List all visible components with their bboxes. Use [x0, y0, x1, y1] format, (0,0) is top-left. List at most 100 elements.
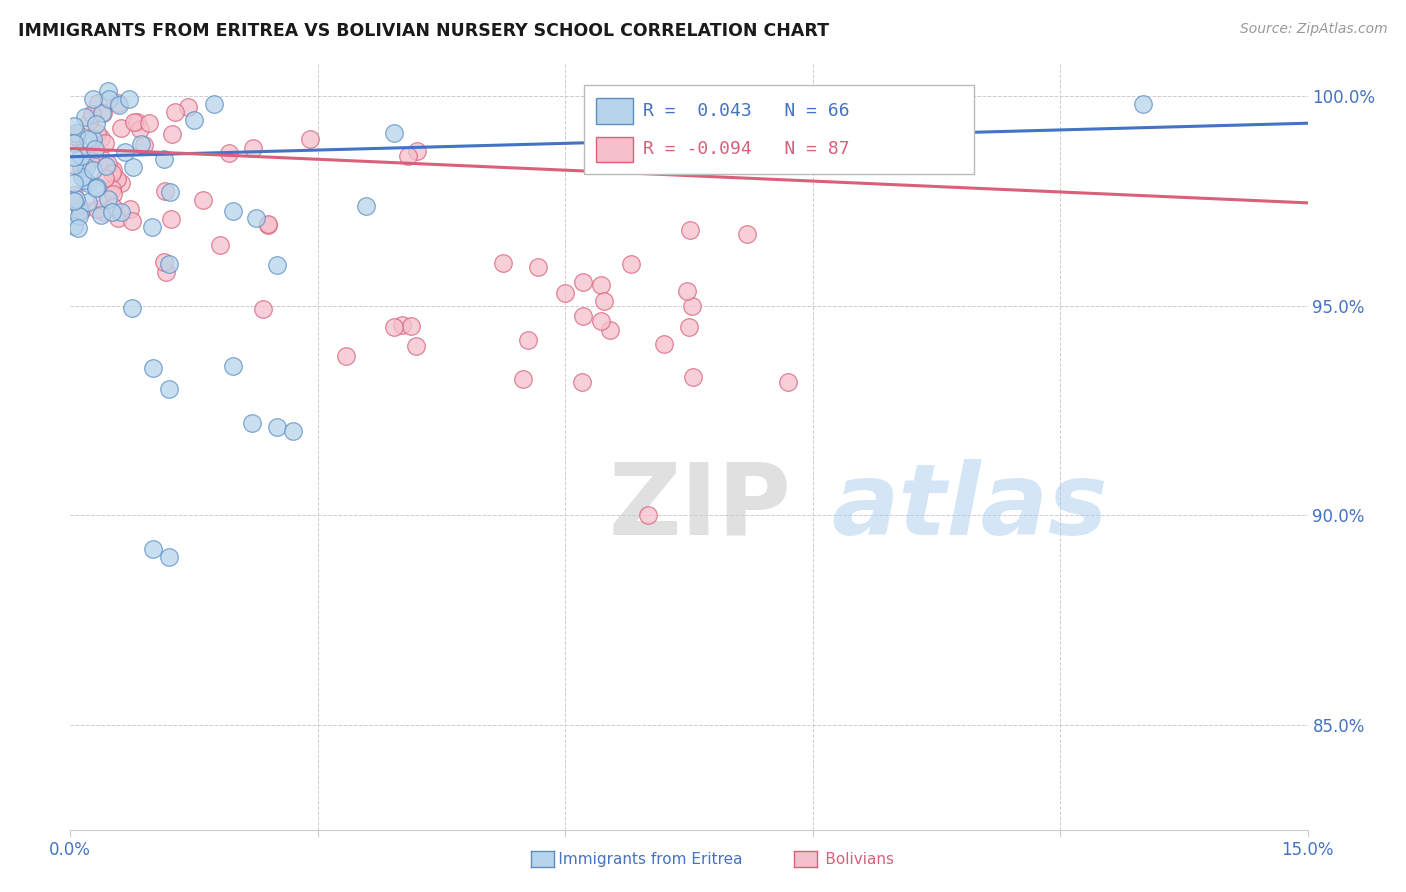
Point: [382, 126, 405, 140]
Point: [122, 115, 145, 129]
Point: [128, 122, 150, 136]
Text: R = -0.094   N = 87: R = -0.094 N = 87: [643, 140, 849, 158]
Point: [93, 204, 115, 219]
Point: [86, 179, 108, 194]
Point: [84, 117, 107, 131]
Point: [406, 144, 429, 158]
Point: [218, 146, 240, 161]
Point: [107, 211, 129, 226]
Point: [193, 193, 215, 207]
Point: [75, 110, 97, 124]
Text: Source: ZipAtlas.com: Source: ZipAtlas.com: [1240, 22, 1388, 37]
Point: [63, 136, 86, 151]
Point: [242, 141, 264, 155]
Point: [118, 92, 141, 106]
Point: [90, 208, 112, 222]
Point: [97, 192, 120, 206]
Point: [222, 359, 245, 373]
Point: [107, 98, 129, 112]
Point: [298, 132, 321, 146]
Point: [159, 257, 181, 271]
Point: [82, 132, 104, 146]
Point: [620, 257, 643, 271]
Point: [778, 375, 800, 389]
Point: [240, 416, 263, 430]
Point: [652, 337, 675, 351]
Point: [94, 171, 117, 186]
Point: [101, 166, 124, 180]
Point: [77, 195, 100, 210]
Point: [93, 106, 115, 120]
Point: [63, 120, 86, 134]
Point: [222, 204, 245, 219]
FancyBboxPatch shape: [583, 86, 973, 174]
Text: Bolivians: Bolivians: [801, 852, 894, 867]
Point: [153, 152, 176, 166]
Point: [678, 222, 700, 236]
Point: [208, 238, 231, 252]
Point: [65, 192, 87, 206]
Point: [157, 383, 180, 397]
Point: [91, 105, 114, 120]
Point: [70, 149, 93, 163]
Point: [512, 372, 534, 386]
Point: [177, 100, 200, 114]
Point: [93, 136, 115, 151]
Point: [142, 361, 165, 376]
Point: [107, 96, 129, 111]
Point: [245, 211, 267, 225]
Point: [66, 129, 89, 144]
Point: [163, 105, 186, 120]
Point: [202, 96, 225, 111]
Point: [391, 318, 413, 332]
Bar: [596, 136, 633, 162]
Point: [84, 181, 107, 195]
Point: [527, 260, 550, 274]
Point: [63, 176, 86, 190]
Point: [554, 285, 576, 300]
Point: [281, 425, 304, 439]
Point: [63, 188, 86, 202]
Point: [572, 275, 595, 289]
Point: [1132, 97, 1154, 112]
Text: atlas: atlas: [831, 458, 1108, 556]
Point: [266, 258, 288, 272]
Point: [516, 333, 538, 347]
Point: [159, 211, 181, 226]
Point: [63, 194, 86, 209]
Bar: [596, 98, 633, 124]
Point: [571, 375, 593, 389]
Point: [153, 184, 176, 198]
Point: [266, 420, 288, 434]
Point: [257, 217, 280, 231]
Point: [693, 131, 716, 145]
Point: [82, 162, 104, 177]
Point: [90, 194, 112, 208]
Point: [132, 137, 155, 152]
Point: [354, 199, 377, 213]
Point: [63, 128, 86, 143]
Point: [70, 170, 93, 185]
Point: [63, 219, 86, 233]
Point: [89, 148, 111, 162]
Point: [159, 185, 181, 199]
Point: [589, 278, 612, 293]
Point: [63, 158, 86, 172]
Point: [138, 116, 160, 130]
Point: [101, 182, 124, 196]
Point: [120, 202, 142, 217]
Point: [682, 370, 704, 384]
Point: [101, 205, 124, 219]
Point: [101, 163, 124, 178]
Point: [122, 160, 145, 174]
Point: [637, 508, 659, 523]
Point: [86, 127, 108, 141]
Text: ZIP: ZIP: [609, 458, 792, 556]
Point: [335, 349, 357, 363]
Point: [110, 177, 132, 191]
Point: [86, 202, 108, 216]
Text: R =  0.043   N = 66: R = 0.043 N = 66: [643, 102, 849, 120]
Point: [396, 149, 419, 163]
Point: [77, 148, 100, 162]
Point: [121, 214, 143, 228]
